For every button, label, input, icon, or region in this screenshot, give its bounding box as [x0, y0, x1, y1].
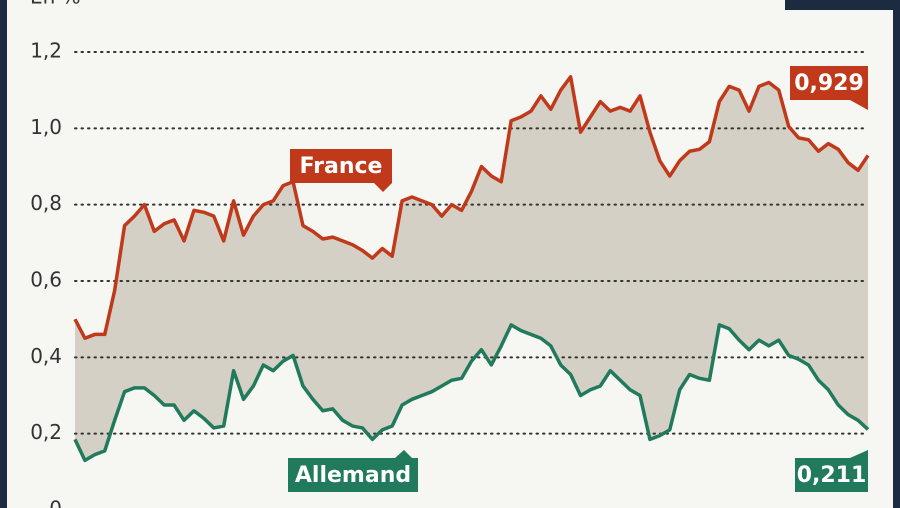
- series-label-box: [288, 458, 418, 492]
- value-label-box: [795, 458, 868, 492]
- value-label-pointer: [850, 450, 868, 458]
- frame-top: [785, 0, 895, 10]
- frame-right: [893, 0, 900, 508]
- y-tick-label: 0,6: [30, 268, 62, 292]
- series-label: France: [300, 154, 383, 179]
- frame-left: [0, 0, 7, 508]
- spread-area: [75, 76, 868, 461]
- y-tick-label: 0: [49, 497, 62, 508]
- y-axis-label: En %: [30, 0, 81, 9]
- y-tick-label: 0,8: [30, 191, 62, 215]
- value-label: 0,211: [797, 463, 867, 488]
- y-tick-label: 0,4: [30, 344, 62, 368]
- value-label: 0,929: [794, 71, 864, 96]
- plot: 0 0,2 0,4 0,6 0,8 1,0 1,2 France 0,929 Allemand 0,…: [30, 39, 870, 508]
- y-tick-label: 0,2: [30, 420, 62, 444]
- y-tick-label: 1,0: [30, 115, 62, 139]
- series-label: Allemand: [295, 463, 411, 488]
- series-line: [73, 75, 870, 340]
- series-line: [73, 323, 870, 463]
- y-tick-label: 1,2: [30, 39, 62, 63]
- series-label-pointer: [395, 450, 412, 458]
- value-label-pointer: [850, 100, 868, 110]
- value-label-box: [790, 66, 868, 100]
- series-label-pointer: [374, 183, 392, 192]
- series-label-box: [290, 149, 392, 183]
